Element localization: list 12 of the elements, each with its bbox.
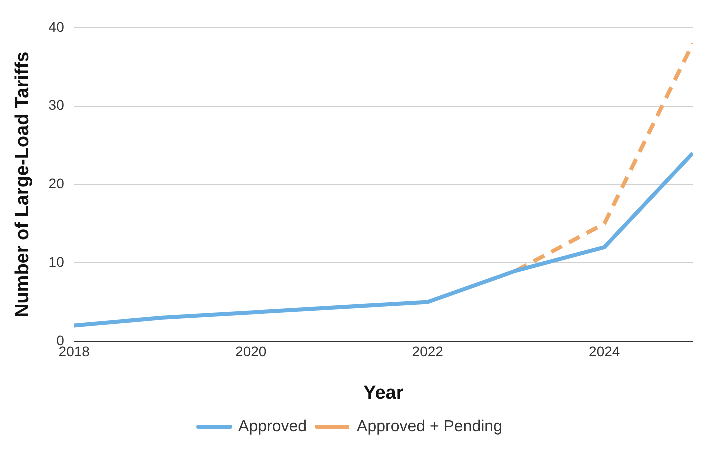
x-axis-title: Year	[364, 382, 404, 404]
x-tick-label: 2024	[589, 344, 620, 360]
y-tick-label: 30	[48, 97, 65, 114]
y-tick-label: 10	[48, 254, 65, 270]
y-tick-label: 40	[48, 18, 65, 35]
y-tick-label: 0	[56, 332, 65, 348]
legend-label: Approved + Pending	[357, 418, 502, 436]
y-tick-label: 20	[48, 176, 65, 192]
x-tick-label: 2020	[236, 344, 267, 360]
x-tick-label: 2022	[412, 344, 444, 360]
y-axis-title: Number of Large-Load Tariffs	[12, 52, 34, 318]
legend-label: Approved	[238, 418, 308, 436]
